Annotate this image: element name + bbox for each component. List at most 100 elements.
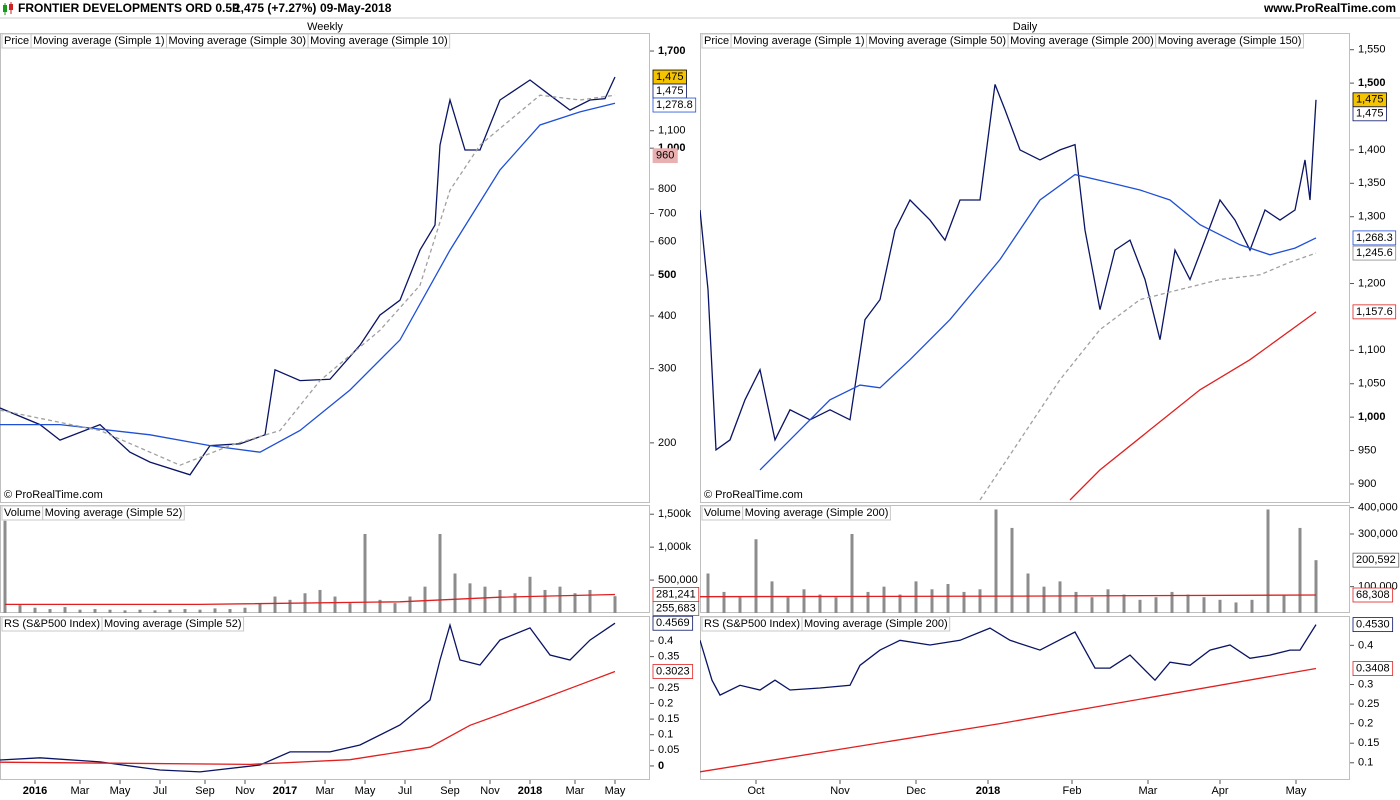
last-value-box — [1352, 230, 1397, 246]
series-line — [0, 102, 616, 453]
plot — [700, 509, 1318, 613]
last-value-box — [652, 615, 694, 631]
legend-box — [801, 616, 951, 632]
plot — [0, 76, 616, 476]
logo — [3, 2, 13, 15]
series-line — [0, 76, 616, 476]
series-line — [1069, 311, 1317, 501]
x-tick-label: Sep — [195, 785, 215, 797]
y-tick-label: 0.2 — [1358, 718, 1373, 730]
y-tick-label: 950 — [1358, 444, 1376, 456]
x-tick-label: Jul — [153, 785, 167, 797]
series-line — [700, 624, 1317, 696]
volume-bar — [706, 573, 710, 613]
series-line — [0, 622, 616, 773]
volume-bar — [1042, 586, 1046, 613]
x-tick-label: Mar — [566, 785, 585, 797]
date: 09-May-2018 — [320, 1, 392, 15]
y-tick-label: 300,000 — [1358, 528, 1398, 540]
y-tick-label: 0.25 — [658, 682, 679, 694]
legend-item: Moving average (Simple 52) — [45, 507, 183, 519]
volume-bar — [1218, 599, 1222, 613]
volume-bar — [1122, 594, 1126, 613]
x-tick-label: Mar — [71, 785, 90, 797]
legend-item: Volume — [4, 507, 41, 519]
volume-bar — [978, 589, 982, 613]
y-tick-label: 1,550 — [1358, 44, 1386, 56]
last-value-label: 1,475 — [1356, 108, 1384, 120]
last-value-label: 0.4569 — [656, 617, 690, 629]
volume-bar — [348, 603, 352, 613]
series-line — [5, 593, 616, 606]
plot — [700, 624, 1317, 773]
y-tick-label: 1,100 — [658, 125, 686, 137]
last-value-label: 1,278.8 — [656, 99, 693, 111]
y-tick-label: 800 — [658, 183, 676, 195]
legend-item: Moving average (Simple 200) — [745, 507, 889, 519]
series-line — [979, 252, 1317, 501]
y-tick-label: 0.4 — [658, 635, 673, 647]
last-value-box — [1352, 617, 1394, 633]
legend-item: Price — [704, 35, 729, 47]
legend-item: Moving average (Simple 10) — [310, 35, 448, 47]
last-value-box — [652, 148, 678, 164]
last-value-label: 1,268.3 — [1356, 232, 1393, 244]
legend-box — [101, 616, 245, 632]
volume-bar — [962, 591, 966, 613]
x-tick-label: 2018 — [976, 785, 1000, 797]
y-tick-label: 400 — [658, 310, 676, 322]
panel-title: Weekly — [307, 21, 343, 33]
volume-bar — [123, 610, 127, 613]
volume-bar — [63, 607, 67, 613]
volume-bar — [1282, 594, 1286, 613]
volume-bar — [288, 599, 292, 613]
y-tick-label: 1,700 — [658, 45, 686, 57]
volume-bar — [408, 596, 412, 613]
last-value-label: 1,475 — [656, 85, 684, 97]
last-value-box — [1352, 661, 1394, 676]
volume-bar — [1314, 560, 1318, 613]
volume-bar — [802, 589, 806, 613]
volume-bar — [228, 609, 232, 613]
volume-bar — [543, 589, 547, 613]
volume-bar — [1074, 591, 1078, 613]
volume-bar — [882, 586, 886, 613]
y-tick-label: 0.15 — [1358, 737, 1379, 749]
copyright: © ProRealTime.com — [704, 489, 803, 501]
y-tick-label: 0.1 — [658, 729, 673, 741]
volume-bar — [273, 596, 277, 613]
y-tick-label: 500 — [658, 269, 676, 281]
volume-bar — [1090, 597, 1094, 613]
y-tick-label: 1,300 — [1358, 211, 1386, 223]
last-value-label: 1,475 — [656, 71, 684, 83]
x-tick-label: May — [110, 785, 131, 797]
y-tick-label: 0.3 — [1358, 678, 1373, 690]
x-tick-label: 2017 — [273, 785, 297, 797]
volume-bar — [738, 597, 742, 613]
series-line — [0, 670, 616, 766]
y-tick-label: 1,350 — [1358, 177, 1386, 189]
volume-bar — [558, 586, 562, 613]
legend-item: RS (S&P500 Index) — [4, 618, 100, 630]
y-tick-label: 1,000 — [1358, 411, 1386, 423]
legend-item: Moving average (Simple 150) — [1158, 35, 1302, 47]
volume-bar — [754, 539, 758, 613]
y-tick-label: 500,000 — [658, 574, 698, 586]
last-value-label: 960 — [656, 150, 674, 162]
last-value-label: 0.4530 — [1356, 619, 1390, 631]
volume-bar — [78, 609, 82, 613]
volume-bar — [153, 610, 157, 613]
last-value-label: 68,308 — [1356, 589, 1390, 601]
plot — [0, 622, 616, 773]
volume-bar — [138, 609, 142, 613]
volume-bar — [93, 609, 97, 613]
volume-bar — [613, 596, 617, 613]
volume-bar — [528, 576, 532, 613]
last-value-box — [652, 97, 697, 113]
legend-box — [1155, 33, 1304, 49]
y-tick-label: 900 — [1358, 478, 1376, 490]
volume-bar — [393, 603, 397, 613]
series-line — [700, 667, 1317, 773]
volume-bar — [1298, 527, 1302, 613]
